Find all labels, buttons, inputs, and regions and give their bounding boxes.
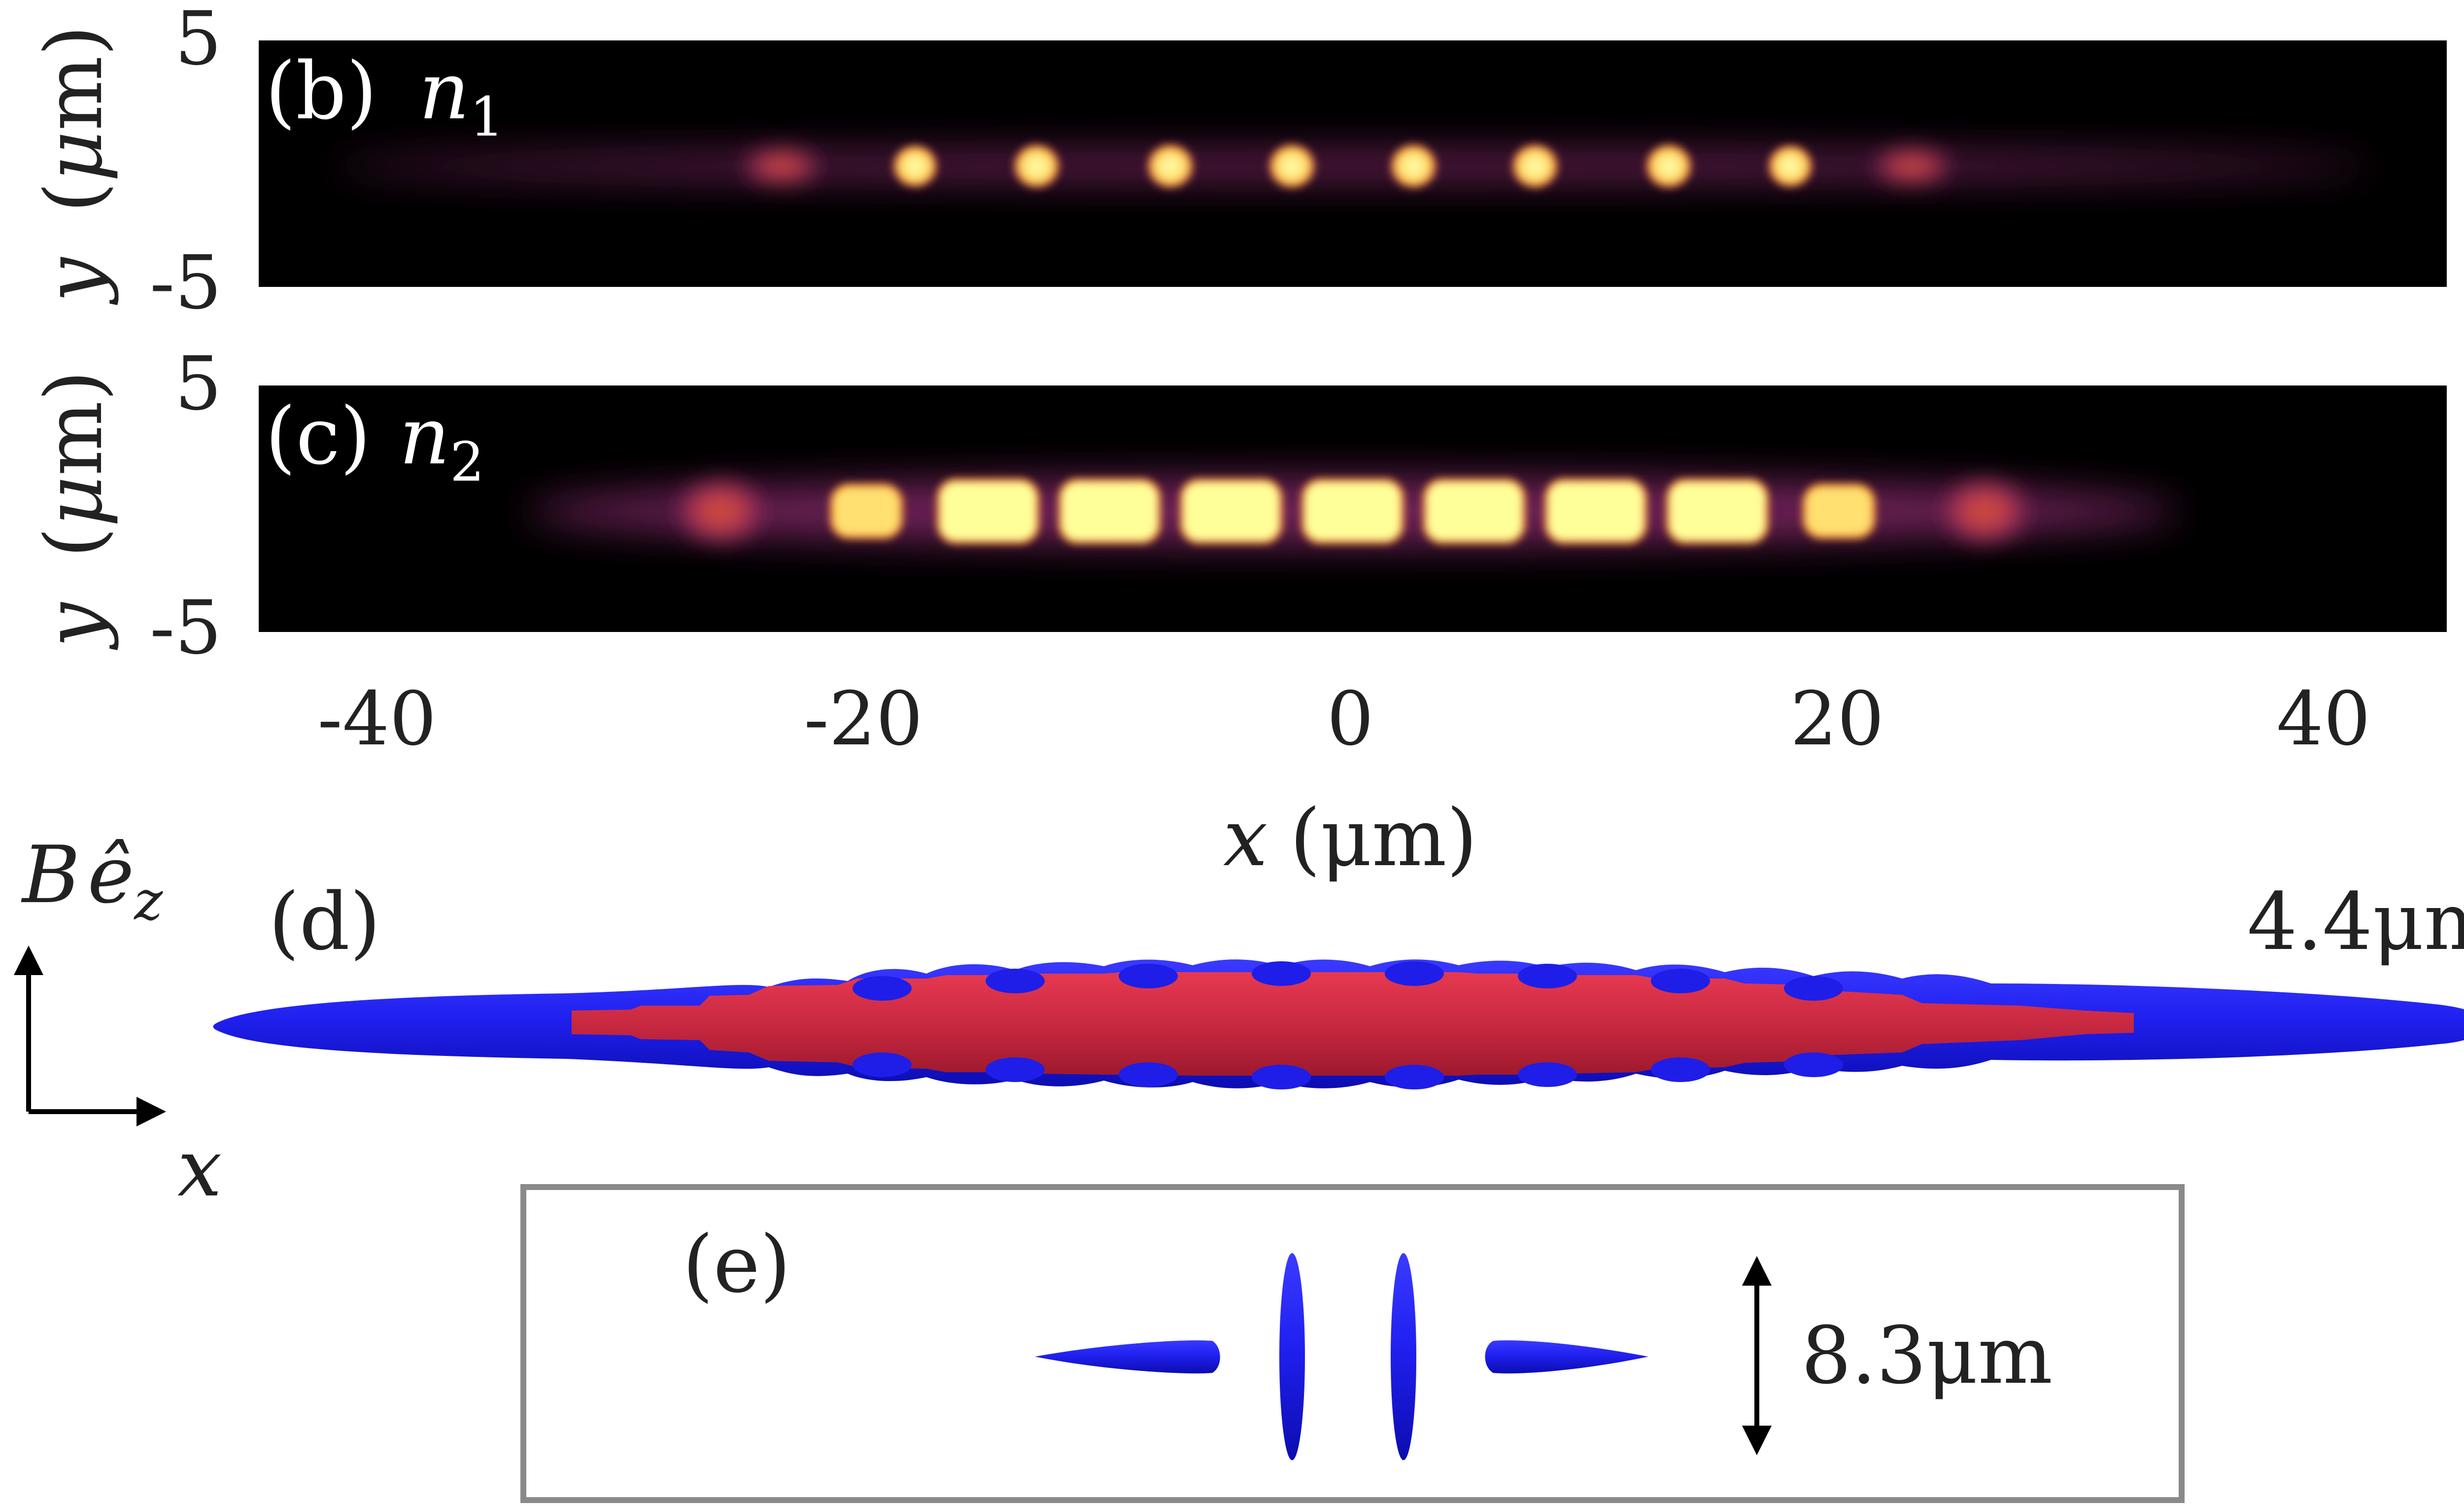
panel-c-density-peak	[1058, 478, 1162, 544]
panel-c-ylabel-var: y	[28, 601, 120, 650]
panel-b-density-peak	[1870, 147, 1954, 185]
panel-b-density-peak	[1643, 142, 1694, 190]
panel-b-envelope	[332, 152, 2374, 180]
panel-d-axis-x-label: x	[177, 1122, 222, 1214]
x-tick-label: 40	[2277, 676, 2371, 762]
panel-b-density-peak	[1388, 142, 1439, 190]
panel-b-ylabel-close: )	[28, 25, 120, 56]
panel-b-density-peak	[739, 147, 823, 185]
panel-b-quantity: n1	[419, 45, 504, 148]
panel-c-density-peak	[1301, 478, 1404, 544]
panel-e-size-label: 8.3μm	[1801, 1309, 2053, 1401]
panel-b-ylabel-mu: μ	[28, 131, 120, 182]
panel-b-ylabel-open: (	[28, 182, 120, 212]
panel-b-density-peak	[1766, 143, 1815, 189]
x-axis-label-unit: (μm)	[1290, 792, 1477, 884]
panel-e-label: (e)	[683, 1218, 791, 1310]
panel-e-frame	[520, 1184, 2185, 1503]
panel-d-field-e: ê	[88, 829, 135, 921]
panel-b-ytick-bottom: -5	[150, 240, 222, 326]
panel-e-blue-lobe-right	[1485, 1340, 1648, 1374]
panel-c: (c) n2 5 -5 y (μm)	[28, 341, 2447, 671]
panel-c-density-peak	[936, 478, 1040, 544]
x-tick-label: 20	[1790, 676, 1884, 762]
panel-e: (e) 8.3μm	[520, 1184, 2185, 1503]
panel-c-n: n	[399, 390, 450, 482]
panel-c-density-peak	[1422, 478, 1526, 544]
panel-b-ytick-top: 5	[175, 0, 222, 82]
x-tick-label: 0	[1327, 676, 1373, 762]
panel-c-ytick-top: 5	[175, 341, 222, 427]
panel-b-subscript: 1	[470, 85, 504, 148]
x-tick-label: -20	[804, 676, 923, 762]
panel-b-density-peak	[1509, 142, 1561, 190]
panel-b: (b) n1 5 -5 y (μm)	[28, 0, 2447, 326]
panel-c-density-peak	[1544, 478, 1648, 544]
svg-text:y (μm): y (μm)	[28, 370, 120, 650]
panel-c-density-peak	[1938, 477, 2032, 546]
panel-b-density-peak	[1011, 142, 1062, 190]
panel-c-density-peak	[829, 483, 904, 539]
panel-c-ylabel: y (μm)	[28, 370, 120, 650]
panel-c-ylabel-mu: μ	[28, 476, 120, 527]
x-axis-label: x (μm)	[1223, 792, 1477, 884]
x-tick-label: -40	[317, 676, 437, 762]
panel-b-density-peak	[1266, 142, 1318, 190]
panel-c-density-peak	[1666, 478, 1769, 544]
panel-e-blue-lobe-center-right	[1391, 1253, 1416, 1460]
panel-b-density-peak	[890, 143, 940, 189]
panel-b-label: (b)	[265, 45, 377, 137]
panel-b-ylabel: y (μm)	[28, 25, 120, 305]
panel-c-ylabel-m: m	[28, 401, 120, 476]
panel-c-subscript: 2	[450, 430, 484, 493]
panel-c-density-peak	[1179, 478, 1283, 544]
x-axis: -40 -20 0 20 40 x (μm)	[317, 676, 2370, 884]
panel-c-ylabel-close: )	[28, 370, 120, 401]
panel-c-density-peak	[674, 477, 768, 546]
panel-c-quantity: n2	[399, 390, 484, 493]
panel-d-field-B: B	[21, 829, 80, 921]
panel-b-n: n	[419, 45, 470, 137]
panel-c-ytick-bottom: -5	[150, 585, 222, 671]
panel-d-red-isosurface	[572, 972, 2134, 1076]
panel-d-label: (d)	[269, 876, 380, 968]
panel-b-density-peak	[1145, 142, 1196, 190]
panel-e-blue-lobe-left	[1035, 1340, 1220, 1374]
panel-d-field-sub: z	[133, 869, 163, 932]
panel-b-density-blobs	[332, 142, 2374, 190]
svg-text:y (μm): y (μm)	[28, 25, 120, 305]
panel-c-density-peak	[1802, 483, 1876, 539]
panel-d-blue-lobes	[853, 961, 1843, 1089]
panel-c-ylabel-open: (	[28, 527, 120, 558]
panel-b-ylabel-m: m	[28, 56, 120, 131]
panel-c-density-blobs	[526, 477, 2180, 546]
panel-d-width-label: 4.4μm	[2247, 876, 2464, 968]
panel-c-label: (c)	[265, 390, 371, 482]
x-axis-label-var: x	[1223, 792, 1267, 884]
panel-e-blue-lobe-center-left	[1279, 1253, 1305, 1460]
panel-b-ylabel-var: y	[28, 256, 120, 305]
panel-d-field-label: Bêz	[21, 829, 163, 932]
panel-d: Bêz x (d) 4.4μm	[13, 829, 2464, 1214]
